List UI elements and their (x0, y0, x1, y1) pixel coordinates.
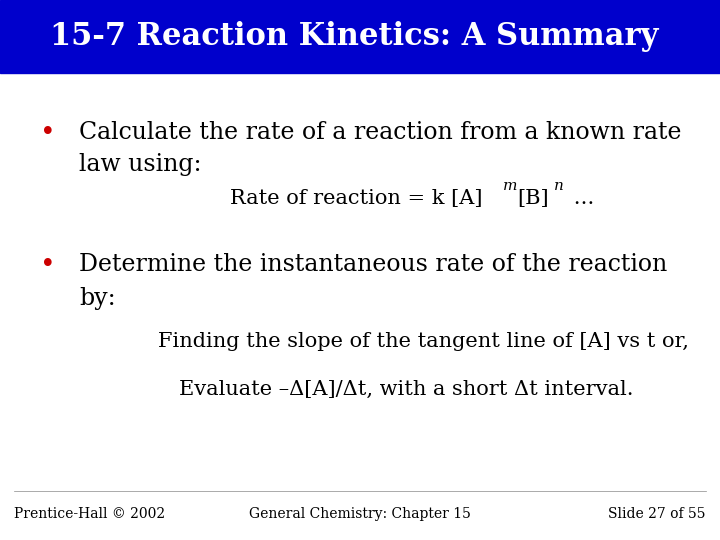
Text: Finding the slope of the tangent line of [A] vs t or,: Finding the slope of the tangent line of… (158, 332, 689, 351)
Text: •: • (40, 252, 55, 277)
Text: …: … (567, 189, 595, 208)
Text: Calculate the rate of a reaction from a known rate: Calculate the rate of a reaction from a … (79, 121, 682, 144)
Text: n: n (554, 179, 564, 193)
Bar (0, 0, 720, 73)
Text: law using:: law using: (79, 153, 202, 176)
Text: •: • (40, 120, 55, 145)
Text: Slide 27 of 55: Slide 27 of 55 (608, 507, 706, 521)
Text: Rate of reaction = k [A]: Rate of reaction = k [A] (230, 189, 483, 208)
Text: Evaluate –Δ[A]/Δt, with a short Δt interval.: Evaluate –Δ[A]/Δt, with a short Δt inter… (179, 380, 633, 400)
Text: General Chemistry: Chapter 15: General Chemistry: Chapter 15 (249, 507, 471, 521)
Text: [B]: [B] (517, 189, 549, 208)
Text: 15-7 Reaction Kinetics: A Summary: 15-7 Reaction Kinetics: A Summary (50, 21, 659, 52)
Text: by:: by: (79, 287, 116, 309)
Text: Determine the instantaneous rate of the reaction: Determine the instantaneous rate of the … (79, 253, 667, 276)
Text: Prentice-Hall © 2002: Prentice-Hall © 2002 (14, 507, 166, 521)
Text: m: m (503, 179, 517, 193)
